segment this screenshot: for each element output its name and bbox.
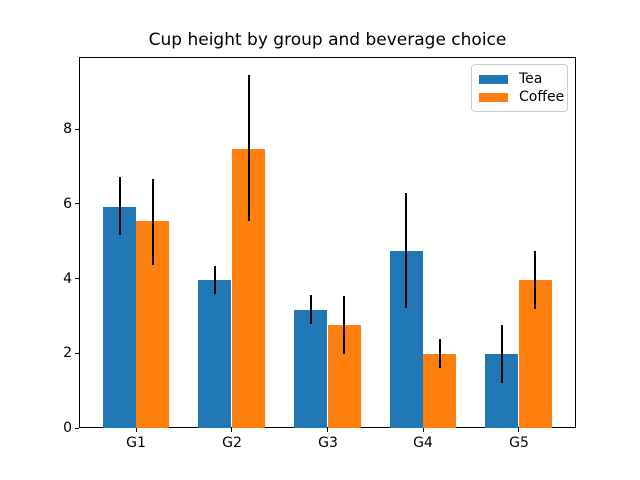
errorbar-coffee-g3 bbox=[343, 296, 345, 354]
y-tick-label: 6 bbox=[63, 196, 72, 212]
y-tick-label: 0 bbox=[63, 420, 72, 436]
legend-label-coffee: Coffee bbox=[519, 89, 565, 105]
x-tick-mark bbox=[136, 428, 137, 432]
legend-entry-coffee: Coffee bbox=[479, 89, 564, 105]
errorbar-tea-g2 bbox=[214, 266, 216, 294]
errorbar-tea-g1 bbox=[119, 177, 121, 235]
legend-label-tea: Tea bbox=[519, 71, 543, 87]
bar-tea-g3 bbox=[294, 310, 327, 428]
x-tick-mark bbox=[231, 428, 232, 432]
y-tick-mark bbox=[74, 353, 79, 354]
legend: Tea Coffee bbox=[471, 64, 568, 112]
errorbar-coffee-g4 bbox=[439, 339, 441, 368]
errorbar-coffee-g5 bbox=[534, 251, 536, 309]
errorbar-coffee-g2 bbox=[248, 75, 250, 221]
errorbar-tea-g5 bbox=[501, 325, 503, 383]
y-tick-label: 2 bbox=[63, 345, 72, 361]
errorbar-tea-g3 bbox=[310, 295, 312, 324]
x-tick-label: G1 bbox=[126, 435, 146, 451]
x-tick-label: G4 bbox=[413, 435, 433, 451]
x-tick-label: G2 bbox=[222, 435, 242, 451]
y-tick-mark bbox=[74, 278, 79, 279]
x-tick-label: G3 bbox=[318, 435, 338, 451]
chart-title: Cup height by group and beverage choice bbox=[148, 30, 507, 50]
bar-tea-g2 bbox=[198, 280, 231, 428]
y-tick-label: 8 bbox=[63, 121, 72, 137]
legend-swatch-tea-icon bbox=[479, 74, 508, 84]
x-tick-mark bbox=[327, 428, 328, 432]
errorbar-coffee-g1 bbox=[152, 179, 154, 265]
y-tick-mark bbox=[74, 203, 79, 204]
x-tick-label: G5 bbox=[509, 435, 529, 451]
errorbar-tea-g4 bbox=[405, 193, 407, 308]
legend-swatch-coffee-icon bbox=[479, 92, 508, 102]
x-tick-mark bbox=[518, 428, 519, 432]
y-tick-mark bbox=[74, 129, 79, 130]
y-tick-mark bbox=[74, 428, 79, 429]
y-tick-label: 4 bbox=[63, 271, 72, 287]
bar-tea-g1 bbox=[103, 207, 136, 428]
x-tick-mark bbox=[423, 428, 424, 432]
legend-entry-tea: Tea bbox=[479, 71, 560, 87]
